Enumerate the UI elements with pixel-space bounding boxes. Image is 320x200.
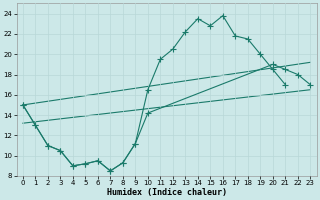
X-axis label: Humidex (Indice chaleur): Humidex (Indice chaleur) — [107, 188, 227, 197]
